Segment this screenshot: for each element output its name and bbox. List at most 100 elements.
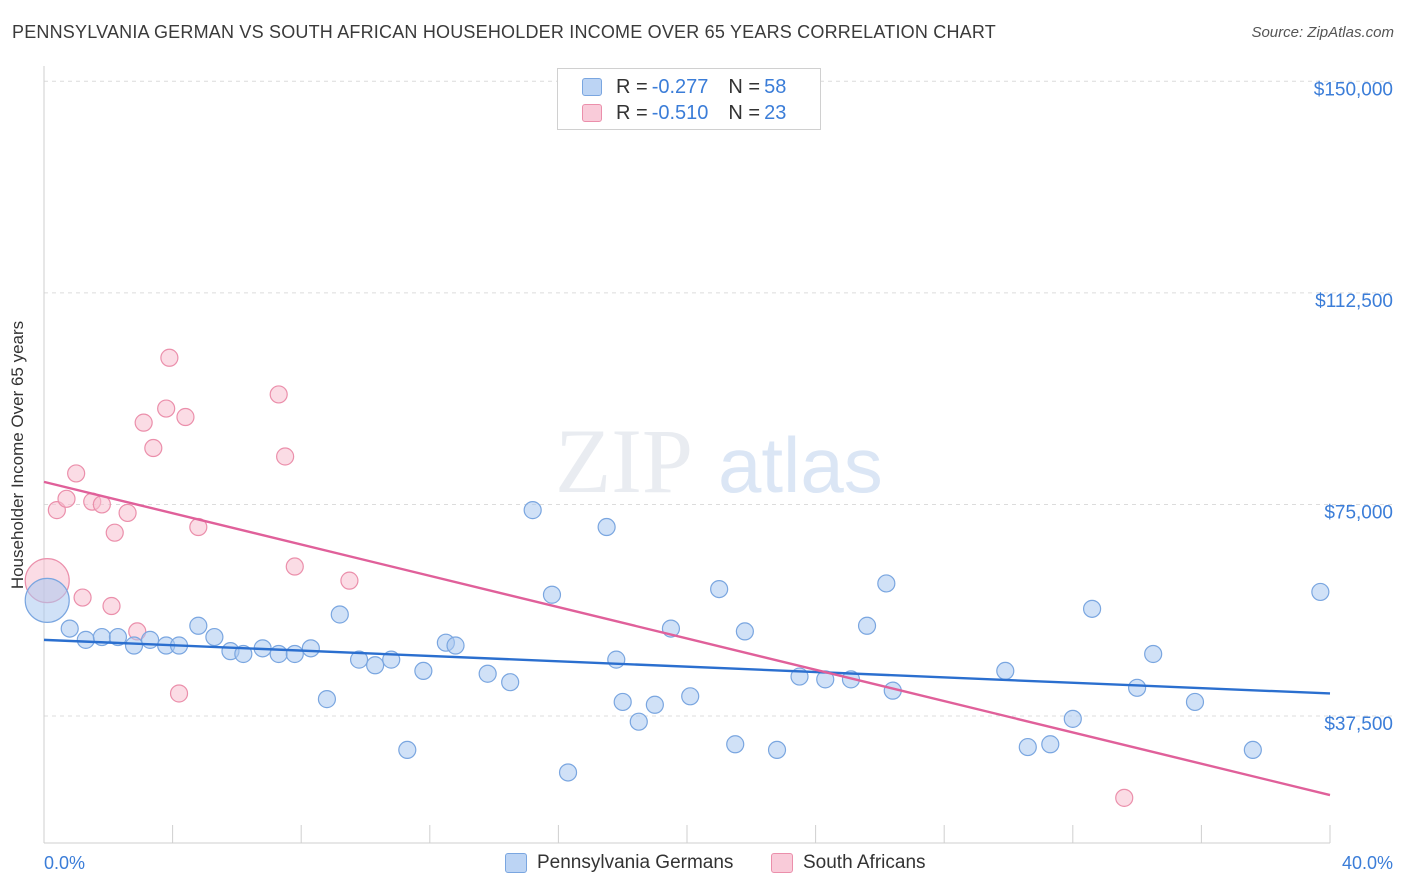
pennsylvania-german-point: [366, 656, 385, 675]
series-legend-label: Pennsylvania Germans: [537, 852, 734, 873]
pennsylvania-german-point: [597, 517, 616, 537]
south-african-point: [157, 399, 176, 418]
pennsylvania-german-point: [501, 673, 520, 692]
source-credit: Source: ZipAtlas.com: [1251, 24, 1394, 41]
south-african-point: [340, 571, 359, 590]
pennsylvania-german-point: [398, 740, 417, 760]
legend-r-label: R =: [616, 101, 648, 124]
chart-title: PENNSYLVANIA GERMAN VS SOUTH AFRICAN HOU…: [12, 22, 996, 42]
pennsylvania-german-point: [523, 501, 542, 520]
pennsylvania-german-point: [330, 605, 349, 624]
legend-n-value: 23: [764, 101, 787, 124]
pennsylvania-german-point: [414, 661, 433, 681]
pennsylvania-german-point: [1144, 644, 1163, 664]
south-african-point: [269, 385, 288, 404]
pennsylvania-german-point: [1243, 740, 1262, 760]
pink-swatch-icon: [582, 104, 602, 122]
pennsylvania-german-point: [269, 644, 288, 664]
pennsylvania-germans-points: [24, 501, 1330, 782]
series-legend-south-africans: South Africans: [771, 852, 926, 874]
y-tick-label-0: $150,000: [1314, 79, 1393, 100]
pennsylvania-german-point: [710, 579, 729, 599]
trend-lines: [43, 480, 1331, 797]
south-african-point: [176, 407, 195, 427]
south-african-point: [105, 523, 124, 542]
y-tick-label-1: $112,500: [1315, 291, 1393, 312]
south-african-point: [118, 503, 137, 523]
pennsylvania-german-point: [1082, 599, 1102, 618]
pennsylvania-german-point: [1041, 735, 1060, 754]
legend-row-south-africans: R = -0.510 N = 23: [582, 100, 786, 126]
pennsylvania-german-point: [446, 636, 465, 655]
pennsylvania-german-point: [24, 577, 70, 623]
pennsylvania-german-point: [767, 740, 787, 760]
pennsylvania-german-point: [726, 735, 745, 754]
pennsylvania-german-point: [558, 763, 578, 782]
south-african-point: [160, 348, 179, 367]
pennsylvania-german-point: [996, 661, 1015, 681]
series-legend-pennsylvania-germans: Pennsylvania Germans: [505, 852, 733, 874]
correlation-legend: R = -0.277 N = 58 R = -0.510 N = 23: [557, 68, 821, 130]
pennsylvania-german-point: [234, 644, 253, 664]
y-tick-label-2: $75,000: [1324, 502, 1393, 523]
legend-row-pennsylvania-germans: R = -0.277 N = 58: [582, 74, 786, 100]
pennsylvania-german-point: [877, 574, 896, 593]
legend-r-label: R =: [616, 75, 648, 98]
south-africans-trend-line: [43, 480, 1331, 797]
south-african-point: [1115, 788, 1134, 807]
pink-swatch-icon: [771, 853, 793, 873]
south-african-point: [73, 588, 92, 607]
watermark-atlas: atlas: [718, 421, 883, 509]
blue-swatch-icon: [582, 78, 602, 96]
pennsylvania-german-point: [140, 630, 160, 649]
watermark-zip: ZIP: [555, 410, 693, 512]
pennsylvania-german-point: [735, 622, 754, 641]
pennsylvania-german-point: [108, 627, 128, 647]
pennsylvania-german-point: [478, 664, 497, 683]
x-tick-label-max: 40.0%: [1342, 853, 1393, 873]
legend-r-value: -0.277: [651, 75, 709, 98]
legend-n-label: N =: [728, 75, 761, 98]
pennsylvania-german-point: [1127, 678, 1147, 697]
pennsylvania-german-point: [205, 627, 224, 647]
pennsylvania-german-point: [301, 639, 320, 658]
gridlines: [44, 80, 1393, 717]
pennsylvania-german-point: [124, 636, 144, 655]
pennsylvania-german-point: [349, 650, 369, 669]
blue-swatch-icon: [505, 853, 527, 873]
south-african-point: [57, 489, 76, 508]
pennsylvania-german-point: [76, 630, 95, 649]
pennsylvania-german-point: [816, 670, 835, 689]
pennsylvania-german-point: [681, 687, 700, 706]
pennsylvania-german-point: [1311, 582, 1330, 602]
series-legend-label: South Africans: [803, 852, 926, 873]
pennsylvania-german-point: [317, 690, 337, 709]
south-african-point: [102, 596, 121, 616]
south-african-point: [144, 438, 163, 458]
pennsylvania-german-point: [60, 619, 79, 638]
legend-r-value: -0.510: [651, 101, 709, 124]
south-african-point: [67, 464, 86, 483]
pennsylvania-german-point: [645, 695, 664, 714]
south-african-point: [169, 684, 189, 703]
pennsylvania-german-point: [1185, 692, 1205, 712]
x-tick-label-min: 0.0%: [44, 853, 85, 873]
pennsylvania-german-point: [189, 616, 208, 635]
pennsylvania-german-point: [629, 712, 648, 731]
axes: [43, 66, 1331, 844]
pennsylvania-german-point: [285, 644, 304, 664]
pennsylvania-german-point: [1063, 709, 1082, 728]
pennsylvania-german-point: [542, 585, 562, 604]
pennsylvania-german-point: [1018, 737, 1037, 757]
pennsylvania-germans-trend-line: [43, 638, 1331, 695]
south-african-point: [285, 557, 304, 576]
legend-n-label: N =: [728, 101, 761, 124]
pennsylvania-german-point: [613, 692, 632, 712]
y-tick-labels: $150,000 $112,500 $75,000 $37,500: [1314, 79, 1393, 735]
south-african-point: [276, 447, 295, 466]
pennsylvania-german-point: [607, 650, 626, 669]
legend-n-value: 58: [764, 75, 787, 98]
pennsylvania-german-point: [857, 616, 877, 635]
y-tick-label-3: $37,500: [1324, 714, 1393, 735]
